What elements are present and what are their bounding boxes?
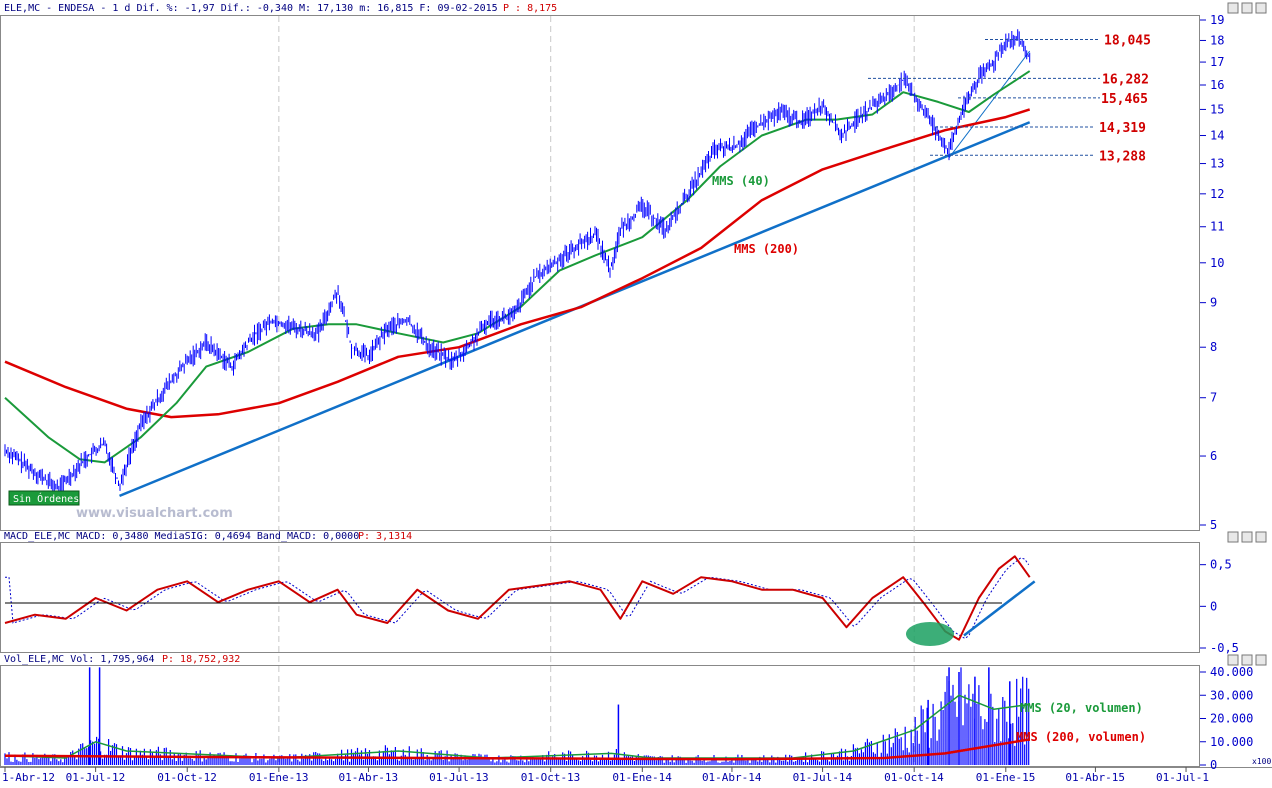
macd-header: MACD_ELE,MC MACD: 0,3480 MediaSIG: 0,469…: [4, 531, 359, 542]
mms200-label: MMS (200): [734, 242, 799, 256]
date-tick-label: 01-Oct-12: [157, 771, 217, 784]
date-tick-label: 01-Jul-13: [429, 771, 489, 784]
price-tick-label: 17: [1210, 55, 1224, 69]
date-tick-label: 01-Oct-13: [521, 771, 581, 784]
date-tick-label: 01-Ene-15: [976, 771, 1036, 784]
chart-lines: [4, 29, 1036, 761]
date-tick-label: 01-Abr-15: [1065, 771, 1125, 784]
close-button[interactable]: [1255, 531, 1267, 543]
series-volume-ma20: [4, 694, 1030, 759]
level-label: 15,465: [1101, 92, 1148, 107]
watermark: www.visualchart.com: [76, 506, 233, 521]
volume-header: Vol_ELE,MC Vol: 1,795,964: [4, 654, 155, 665]
minimize-button[interactable]: [1227, 2, 1239, 14]
close-button[interactable]: [1255, 654, 1267, 666]
price-tick-label: 14: [1210, 129, 1224, 143]
trendline: [948, 50, 1031, 159]
close-button[interactable]: [1255, 2, 1267, 14]
sin-ordenes-badge[interactable]: [8, 490, 80, 506]
volume-tick-label: 0: [1210, 758, 1217, 772]
date-tick-label: 01-Ene-14: [612, 771, 672, 784]
macd-trendline: [963, 580, 1036, 637]
price-bars: [4, 29, 1031, 499]
macd-low-highlight: [906, 622, 954, 646]
price-tick-label: 7: [1210, 391, 1217, 405]
maximize-button[interactable]: [1241, 654, 1253, 666]
series-price: [4, 29, 1031, 499]
series-macd: [4, 555, 1031, 641]
price-tick-label: 19: [1210, 13, 1224, 27]
volume-tick-label: 10.000: [1210, 735, 1253, 749]
volume-header-p: P: 18,752,932: [162, 654, 240, 665]
price-tick-label: 18: [1210, 33, 1224, 47]
price-tick-label: 15: [1210, 102, 1224, 116]
series-macd-signal: [5, 557, 1030, 640]
level-label: 14,319: [1099, 121, 1146, 136]
price-header: ELE,MC - ENDESA - 1 d Dif. %: -1,97 Dif.…: [4, 3, 498, 14]
macd-panel-frame: [0, 542, 1200, 653]
macd-tick-label: 0,5: [1210, 558, 1232, 572]
date-tick-label: 01-Oct-14: [884, 771, 944, 784]
series-mms200: [4, 108, 1031, 419]
volume-ma20-label: MMS (20, volumen): [1020, 701, 1143, 715]
level-label: 13,288: [1099, 149, 1146, 164]
date-tick-label: 01-Ene-13: [249, 771, 309, 784]
price-header-p: P : 8,175: [503, 3, 557, 14]
volume-ma200-label: MMS (200, volumen): [1016, 730, 1146, 744]
level-markers: 18,045 16,282 15,465 14,319 13,288: [868, 34, 1151, 164]
price-tick-label: 5: [1210, 518, 1217, 532]
date-tick-label: 01-Jul-12: [66, 771, 126, 784]
series-volume-ma200: [4, 738, 1030, 761]
price-axis: 5 6 7 8 9 10 11 12 13 14 15 16 17 18 19: [1200, 13, 1224, 532]
price-tick-label: 9: [1210, 296, 1217, 310]
volume-scale-label: x100: [1252, 757, 1271, 766]
volume-panel-controls: [1227, 654, 1267, 666]
volume-panel-frame: [0, 665, 1200, 767]
maximize-button[interactable]: [1241, 531, 1253, 543]
date-tick-label: 01-Abr-14: [702, 771, 762, 784]
price-tick-label: 13: [1210, 157, 1224, 171]
price-tick-label: 16: [1210, 78, 1224, 92]
volume-bar: [4, 667, 1030, 765]
macd-axis: 0,5 0 -0,5: [1200, 558, 1239, 655]
price-tick-label: 10: [1210, 256, 1224, 270]
macd-tick-label: 0: [1210, 599, 1217, 613]
price-panel-controls: [1227, 2, 1267, 14]
price-tick-label: 8: [1210, 340, 1217, 354]
price-tick-label: 12: [1210, 187, 1224, 201]
date-tick-label: 01-Jul-14: [793, 771, 853, 784]
sin-ordenes-label: Sin Órdenes: [13, 492, 79, 505]
price-tick-label: 11: [1210, 220, 1224, 234]
date-tick-label: 01-Jul-1: [1156, 771, 1209, 784]
minimize-button[interactable]: [1227, 531, 1239, 543]
date-tick-label: 01-Abr-13: [338, 771, 398, 784]
maximize-button[interactable]: [1241, 2, 1253, 14]
minimize-button[interactable]: [1227, 654, 1239, 666]
volume-axis: 0 10.000 20.000 30.000 40.000: [1200, 665, 1253, 772]
macd-tick-label: -0,5: [1210, 641, 1239, 655]
level-label: 16,282: [1102, 72, 1149, 87]
volume-bars: [4, 667, 1030, 765]
macd-header-p: P: 3,1314: [358, 531, 412, 542]
mms40-label: MMS (40): [712, 174, 770, 188]
macd-panel-controls: [1227, 531, 1267, 543]
level-label: 18,045: [1104, 34, 1151, 49]
volume-tick-label: 20.000: [1210, 712, 1253, 726]
price-tick-label: 6: [1210, 449, 1217, 463]
volume-tick-label: 40.000: [1210, 665, 1253, 679]
date-tick-label: 1-Abr-12: [2, 771, 55, 784]
price-panel-frame: [0, 15, 1200, 531]
date-axis: 1-Abr-12 01-Jul-12 01-Oct-12 01-Ene-13 01-Ab…: [2, 767, 1209, 784]
series-mms40: [4, 70, 1031, 464]
volume-tick-label: 30.000: [1210, 688, 1253, 702]
